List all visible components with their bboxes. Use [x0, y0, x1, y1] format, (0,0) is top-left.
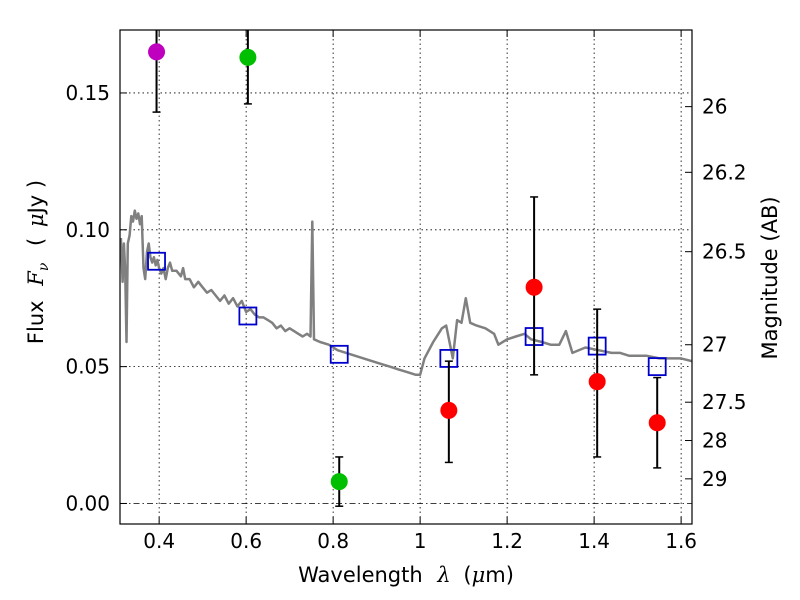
x-axis-label-text: Wavelength: [298, 563, 423, 587]
observed-point: [148, 43, 166, 61]
sed-line: [119, 209, 693, 377]
y-axis-label-text: Flux: [24, 300, 48, 344]
observed-point: [440, 401, 458, 419]
y2-tick-label: 26: [702, 95, 727, 119]
x-axis-label-unit-open: (: [463, 563, 471, 587]
y-tick-label: 0.10: [65, 218, 110, 242]
y-axis-label: Flux Fν ( μJy ): [24, 180, 53, 344]
y2-tick-label: 28: [702, 429, 727, 453]
sed-line-layer: [119, 209, 693, 377]
x-axis-label: Wavelength λ (μm): [298, 563, 514, 587]
x-axis-label-unit-rest: m): [485, 563, 514, 587]
y-tick-label: 0.00: [65, 491, 110, 515]
y-axis-label-symbol: F: [24, 270, 48, 287]
model-photometry-square: [147, 251, 166, 271]
y2-tick-label: 26.5: [702, 240, 747, 264]
y-axis-label-sub: ν: [36, 262, 52, 271]
observed-point: [330, 473, 348, 491]
observed-point: [525, 278, 543, 296]
observed-point: [648, 414, 666, 432]
y-tick-label: 0.15: [65, 81, 110, 105]
observed-point: [239, 48, 257, 66]
x-tick-label: 1.4: [578, 529, 610, 553]
model-photometry-layer: [147, 251, 667, 377]
model-photometry-square: [329, 344, 349, 364]
y-axis-label-unit-mu: μ: [24, 213, 48, 227]
x-tick-label: 1: [414, 529, 427, 553]
y-axis-label-unit-open: (: [24, 238, 48, 246]
y2-axis-label: Magnitude (AB): [758, 196, 782, 359]
model-photometry-square: [647, 357, 667, 377]
x-tick-label: 1.2: [491, 529, 523, 553]
y2-tick-label: 27.5: [702, 390, 747, 414]
plot-frame: [119, 29, 693, 525]
observed-photometry-layer: [148, 43, 666, 491]
ticks: 0.4 0.6 0.8 1 1.2 1.4 1.6 0.00 0.05 0.10 0.15 26 26.…: [65, 30, 747, 553]
y-tick-label: 0.05: [65, 355, 110, 379]
y2-tick-label: 27: [702, 333, 727, 357]
x-tick-label: 1.6: [665, 529, 697, 553]
x-tick-label: 0.4: [143, 529, 175, 553]
y2-tick-label: 26.2: [702, 160, 747, 184]
error-bar-layer: [152, 30, 662, 507]
y2-tick-label: 29: [702, 467, 727, 491]
observed-point: [588, 373, 606, 391]
x-axis-label-unit-mu: μ: [472, 563, 486, 587]
x-axis-label-symbol: λ: [436, 563, 450, 587]
x-tick-label: 0.6: [230, 529, 262, 553]
x-tick-label: 0.8: [317, 529, 349, 553]
model-photometry-square: [238, 306, 258, 326]
y-axis-label-unit-rest: Jy ): [24, 180, 48, 216]
grid: [120, 30, 692, 524]
